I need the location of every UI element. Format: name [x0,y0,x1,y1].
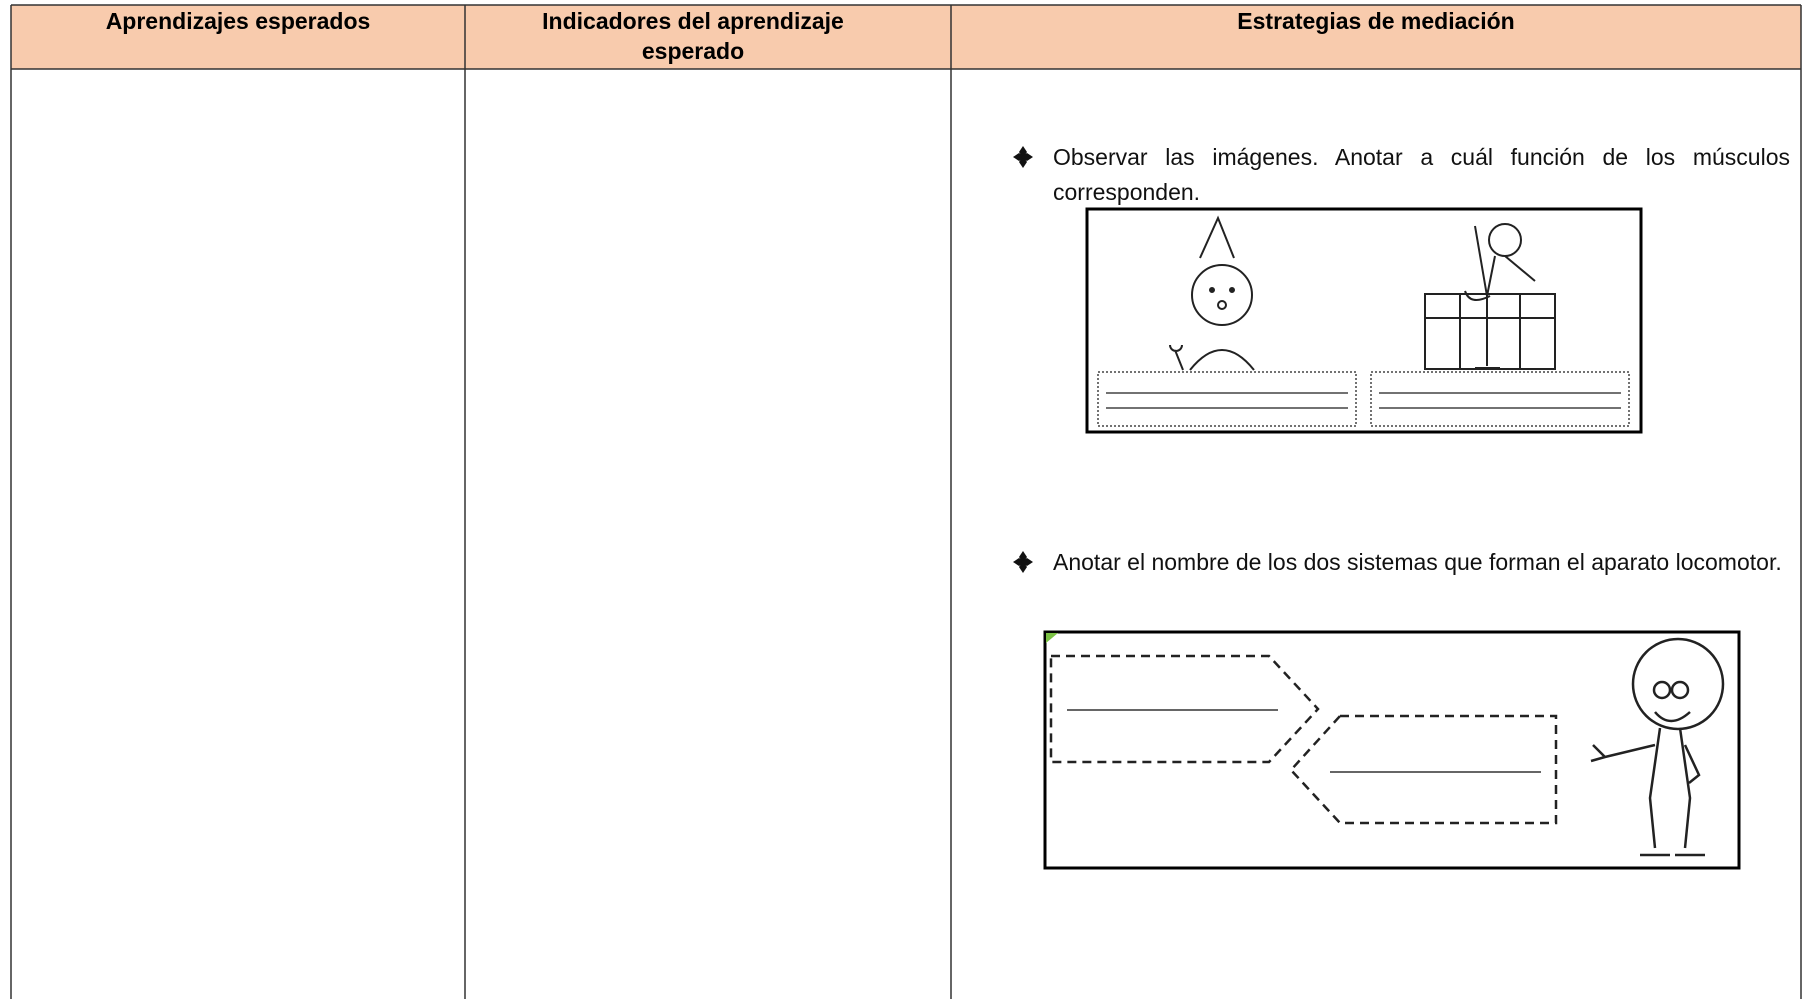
illustration-locomotor [1043,630,1741,870]
bullet-icon [1013,146,1033,168]
header-background [11,5,1801,69]
activity-text: Anotar el nombre de los dos sistemas que… [1053,549,1782,575]
header-cell: Estrategias de mediación [1237,8,1515,34]
header-cell: Aprendizajes esperados [105,8,371,34]
illustration-functions [1085,207,1643,434]
header-cell: Indicadores del aprendizaje esperado [542,8,844,64]
bullet-icon [1013,551,1033,573]
activity-text: Observar las imágenes. Anotar a cuál fun… [1053,144,1790,205]
